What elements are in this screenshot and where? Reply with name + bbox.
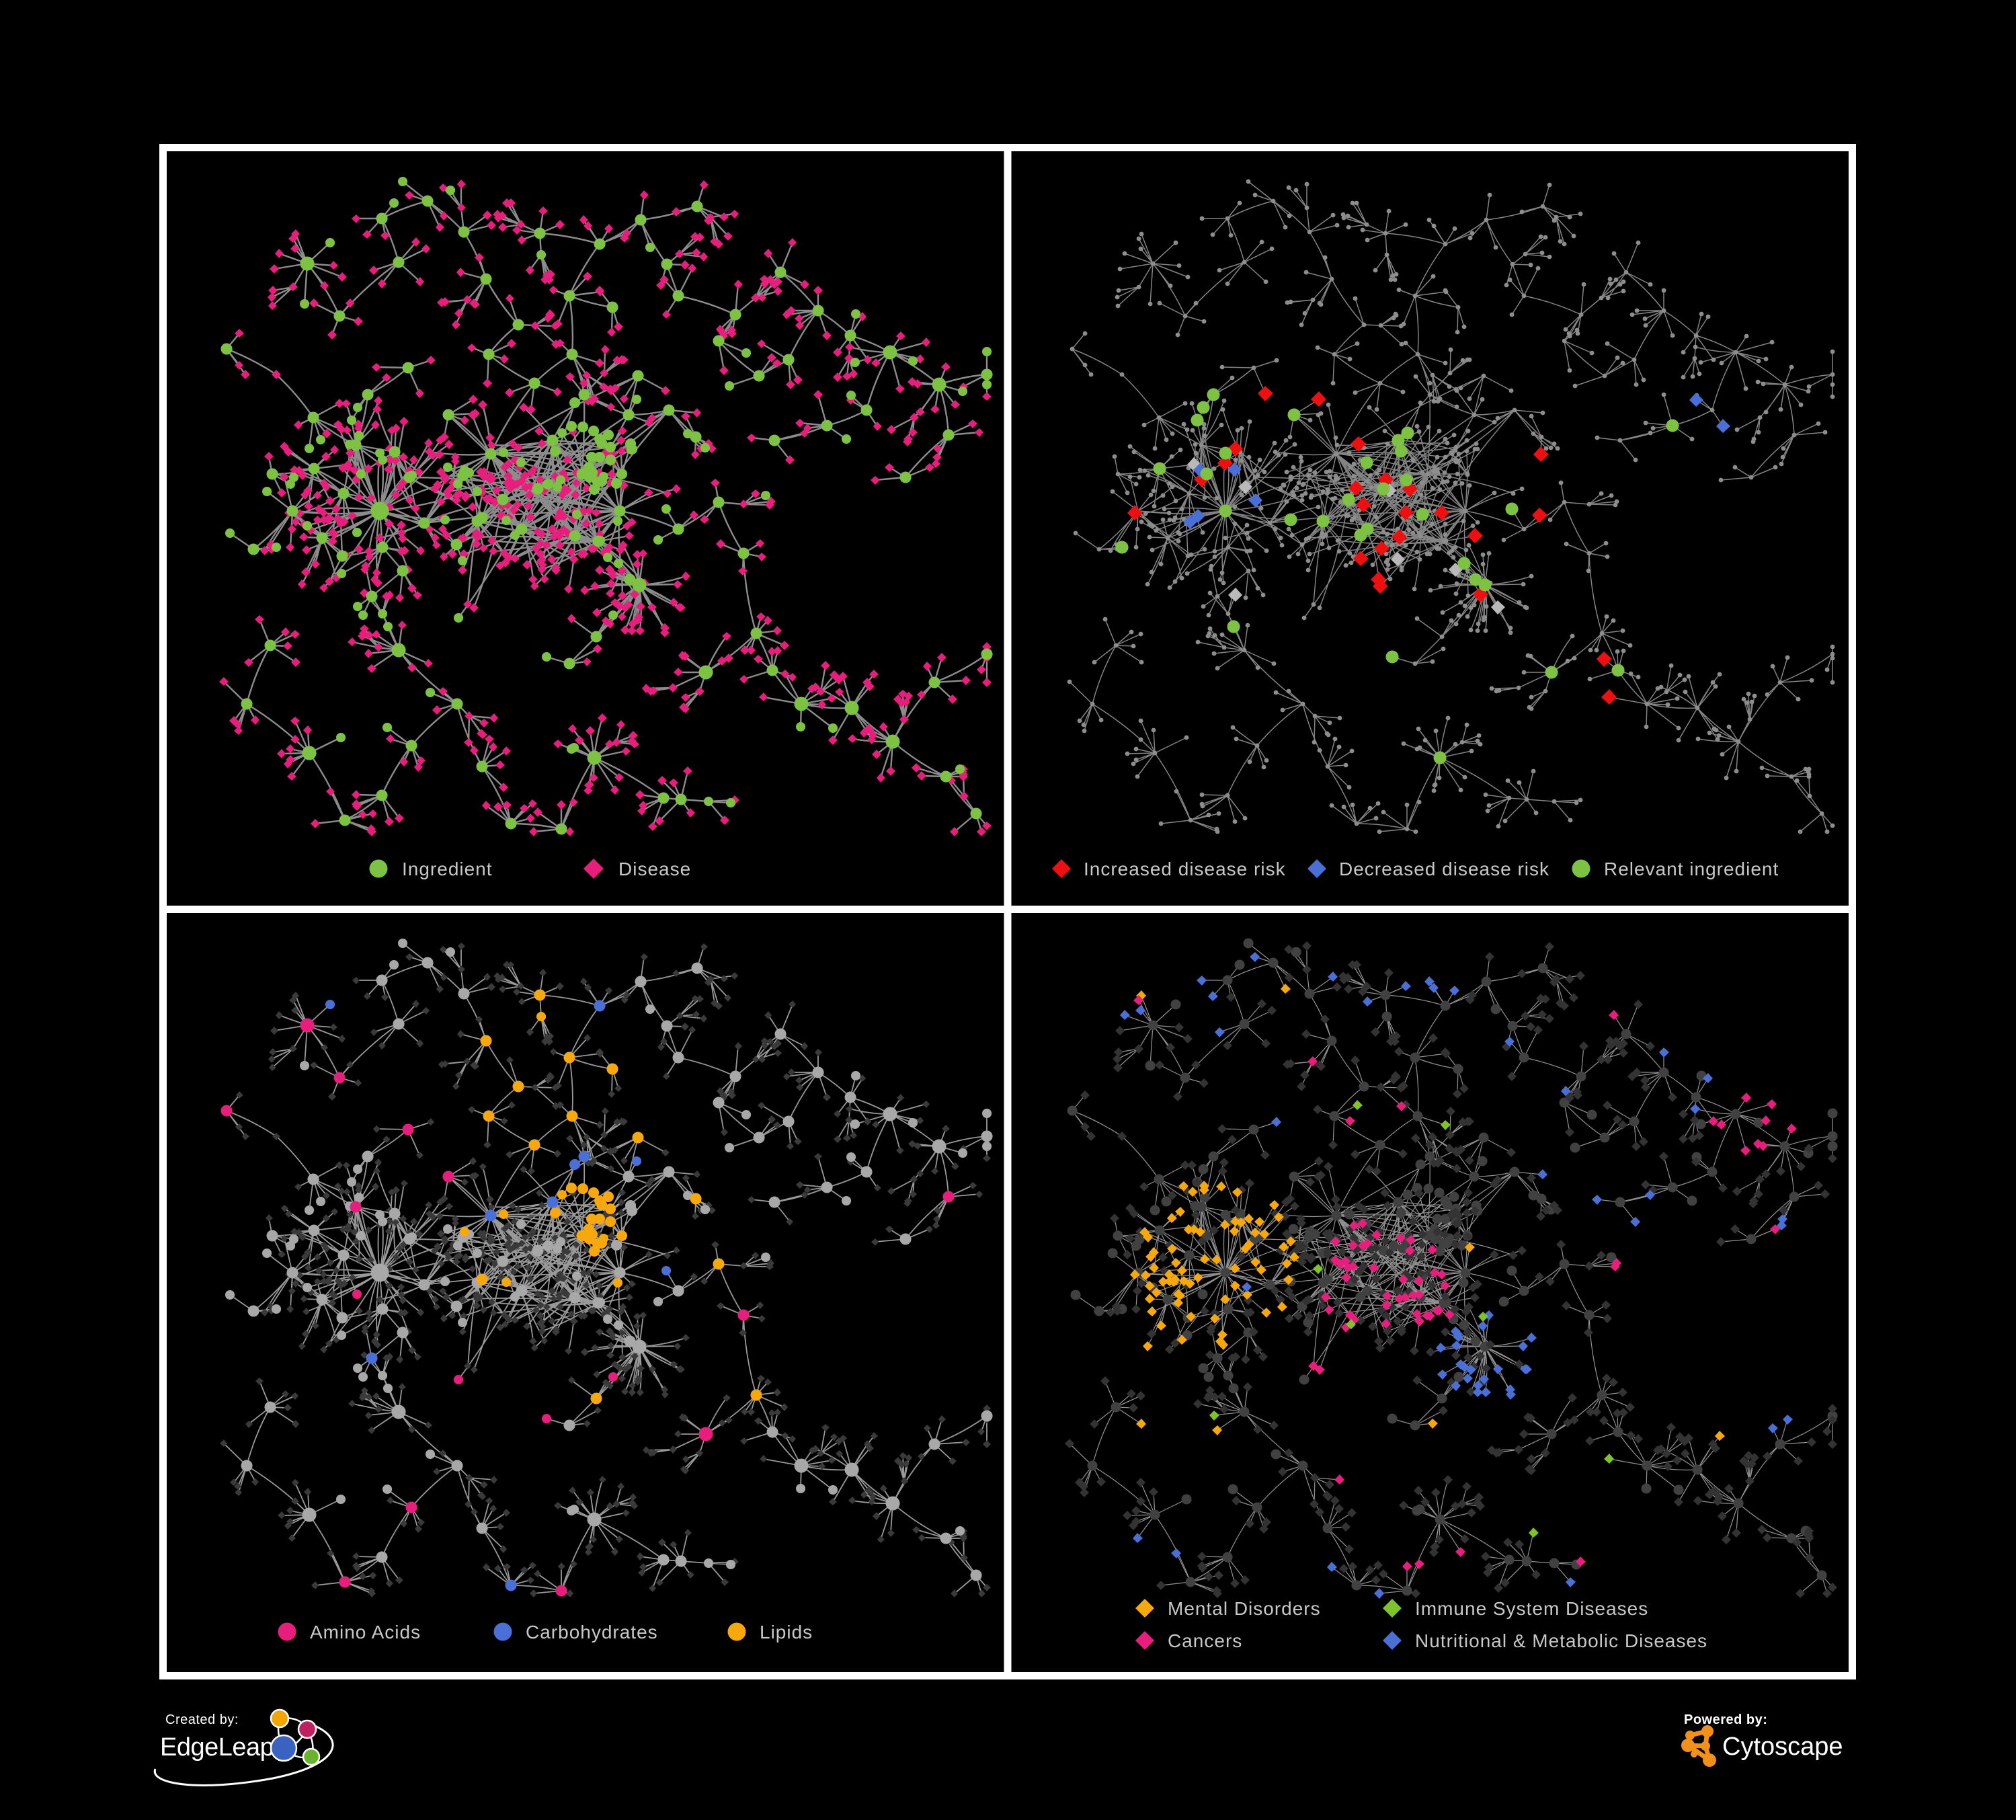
svg-text:Lipids: Lipids xyxy=(760,1622,813,1643)
svg-text:Disease: Disease xyxy=(618,859,691,879)
svg-text:Created by:: Created by: xyxy=(165,1712,239,1727)
svg-text:Carbohydrates: Carbohydrates xyxy=(526,1622,658,1643)
svg-text:EdgeLeap: EdgeLeap xyxy=(160,1733,274,1762)
svg-text:Amino Acids: Amino Acids xyxy=(310,1622,421,1643)
svg-text:Mental Disorders: Mental Disorders xyxy=(1168,1598,1321,1619)
svg-text:Increased disease risk: Increased disease risk xyxy=(1084,859,1286,879)
svg-text:Immune System Diseases: Immune System Diseases xyxy=(1415,1598,1648,1619)
svg-text:Cytoscape: Cytoscape xyxy=(1722,1733,1843,1761)
svg-text:Ingredient: Ingredient xyxy=(402,859,493,879)
svg-text:Cancers: Cancers xyxy=(1168,1630,1242,1651)
svg-text:Powered by:: Powered by: xyxy=(1684,1712,1767,1727)
svg-text:Relevant ingredient: Relevant ingredient xyxy=(1604,859,1779,879)
svg-text:Nutritional & Metabolic Diseas: Nutritional & Metabolic Diseases xyxy=(1415,1630,1707,1651)
svg-text:Decreased disease risk: Decreased disease risk xyxy=(1339,859,1549,879)
